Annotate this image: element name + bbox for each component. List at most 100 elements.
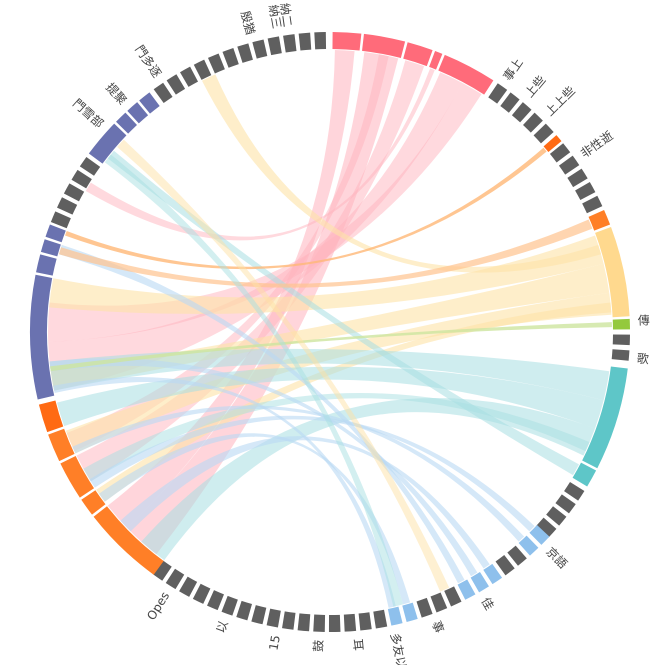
- node-label-8: 上些: [522, 73, 548, 100]
- gray-node-arc-35: [430, 592, 448, 613]
- gray-node-arc-53: [165, 568, 185, 590]
- gray-node-arc-73: [153, 82, 173, 104]
- node-label-18: Opes: [144, 589, 172, 622]
- gray-node-arc-40: [358, 612, 372, 631]
- node-label-14: 佳: [478, 595, 496, 612]
- orange-group-arc-16: [588, 209, 611, 231]
- orange-group-arc-56: [81, 490, 106, 515]
- node-label-13: 京語: [543, 544, 571, 572]
- ribbon-yellow-3: [65, 292, 612, 454]
- gray-node-arc-67: [71, 169, 92, 189]
- ribbon-layer: [48, 50, 612, 608]
- gray-node-arc-49: [221, 595, 238, 616]
- gray-node-arc-20: [611, 349, 630, 361]
- arc-layer: [30, 32, 630, 632]
- gray-node-arc-68: [79, 156, 101, 176]
- node-label-9: 上上些: [542, 83, 577, 118]
- deep_orange-group-arc-10: [543, 135, 562, 152]
- ribbon-teal-1: [49, 348, 610, 401]
- gray-node-arc-7: [511, 102, 532, 123]
- blue-group-arc-38: [387, 606, 403, 626]
- blue-group-arc-27: [529, 525, 550, 545]
- gray-node-arc-76: [193, 59, 212, 80]
- node-label-5: 提聚: [103, 80, 130, 108]
- red-group-arc-4: [438, 54, 494, 95]
- gray-node-arc-80: [252, 39, 268, 59]
- node-label-2: 納三: [266, 4, 284, 30]
- node-label-20: 15: [266, 634, 282, 651]
- gray-node-arc-8: [523, 112, 543, 133]
- node-label-17: 鼓: [311, 640, 325, 652]
- gray-node-arc-36: [416, 597, 433, 618]
- gray-node-arc-29: [507, 545, 527, 566]
- teal-group-arc-21: [582, 366, 628, 469]
- gray-node-arc-84: [314, 32, 327, 50]
- gray-node-arc-51: [192, 583, 211, 604]
- gray-node-arc-24: [555, 494, 576, 514]
- navy-group-arc-71: [127, 102, 149, 124]
- gray-node-arc-83: [298, 32, 312, 51]
- red-group-arc-1: [362, 33, 406, 59]
- node-label-12: 歌: [636, 350, 649, 366]
- gray-node-arc-15: [582, 195, 603, 214]
- gray-node-arc-79: [237, 43, 253, 63]
- gray-node-arc-34: [444, 586, 462, 607]
- gray-node-arc-47: [251, 605, 267, 625]
- navy-group-arc-70: [116, 112, 137, 134]
- gray-node-arc-46: [266, 608, 281, 628]
- orange-group-arc-55: [93, 506, 164, 575]
- gray-node-arc-64: [50, 211, 71, 229]
- gray-node-arc-48: [236, 600, 252, 621]
- gray-node-arc-65: [57, 197, 78, 215]
- gray-node-arc-39: [373, 609, 388, 629]
- node-label-19: 以: [214, 619, 231, 635]
- gray-node-arc-54: [152, 560, 172, 581]
- gray-node-arc-45: [282, 611, 296, 630]
- node-label-4: 門多逐: [132, 43, 164, 81]
- node-label-16: 耳: [350, 638, 365, 651]
- ribbon-yellow-1: [49, 235, 604, 314]
- gray-node-arc-14: [575, 182, 596, 201]
- ribbon-green-1: [50, 322, 612, 372]
- gray-node-arc-43: [313, 614, 326, 632]
- gray-node-arc-6: [500, 92, 520, 113]
- node-label-6: 門雪部: [70, 95, 107, 130]
- node-label-7: 事上: [501, 56, 526, 84]
- gray-node-arc-11: [549, 143, 571, 163]
- navy-group-arc-61: [36, 254, 57, 276]
- gray-node-arc-19: [612, 334, 630, 346]
- node-label-10: 非性逝: [578, 129, 616, 161]
- gray-node-arc-9: [533, 123, 554, 144]
- blue-group-arc-37: [402, 602, 418, 623]
- node-label-11: 傳: [638, 313, 650, 327]
- node-label-1: 殷猶: [238, 9, 258, 36]
- orange-group-arc-58: [48, 428, 75, 462]
- gray-node-arc-42: [328, 614, 341, 632]
- red-group-arc-3: [429, 50, 443, 70]
- ribbon-red-3: [76, 60, 425, 482]
- gray-node-arc-78: [222, 48, 239, 68]
- navy-group-arc-63: [45, 224, 66, 243]
- gray-node-arc-13: [567, 168, 588, 188]
- blue-group-arc-28: [518, 535, 539, 556]
- node-label-21: 多友以: [388, 632, 409, 665]
- node-label-3: 納二: [277, 2, 294, 28]
- gray-node-arc-50: [207, 590, 224, 611]
- ribbon-teal-3: [141, 398, 595, 561]
- ribbon-blue-3: [120, 436, 490, 569]
- blue-group-arc-32: [470, 571, 489, 593]
- navy-group-arc-72: [139, 92, 160, 114]
- blue-group-arc-33: [457, 579, 476, 600]
- navy-group-arc-60: [30, 274, 55, 400]
- yellow-group-arc-17: [595, 226, 630, 318]
- ribbon-teal-4: [107, 150, 579, 476]
- gray-node-arc-52: [179, 576, 198, 597]
- red-group-arc-2: [403, 42, 433, 67]
- gray-node-arc-81: [267, 36, 282, 56]
- deep_orange-group-arc-59: [38, 400, 64, 433]
- gray-node-arc-75: [180, 66, 199, 87]
- ribbon-teal-5: [83, 393, 590, 482]
- teal-group-arc-22: [572, 462, 597, 487]
